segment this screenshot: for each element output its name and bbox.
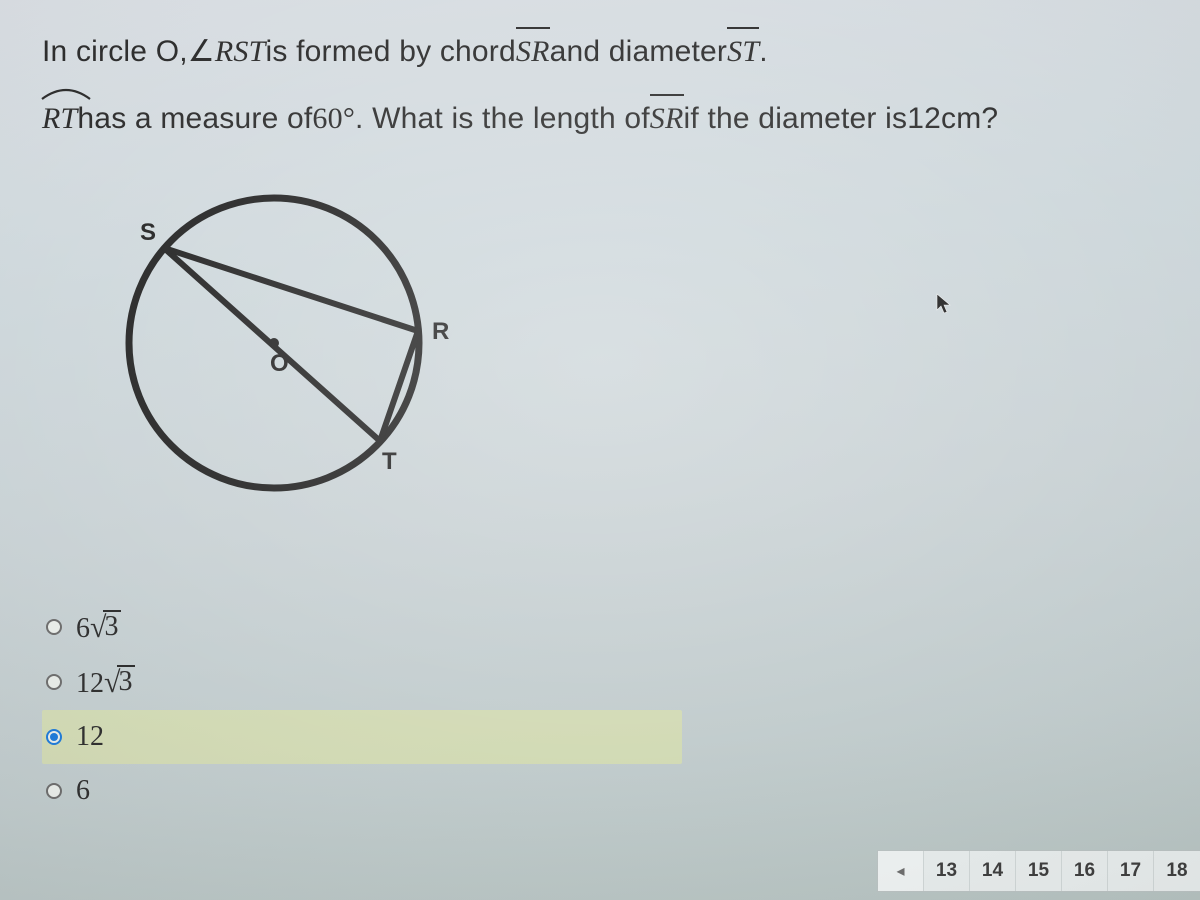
question-pager: ◂ 131415161718 [877, 850, 1200, 892]
svg-text:T: T [382, 448, 397, 475]
answer-text: 12√3 [76, 665, 135, 700]
question-area: In circle O, ∠RST is formed by chord SR … [42, 30, 1192, 518]
pager-prev[interactable]: ◂ [878, 851, 924, 891]
answer-option[interactable]: 6√3 [42, 600, 682, 655]
text: . [759, 32, 768, 73]
answer-text: 6 [76, 775, 90, 807]
pager-page[interactable]: 13 [924, 851, 970, 891]
pager-page[interactable]: 14 [970, 851, 1016, 891]
arc-RT: RT [42, 99, 77, 140]
arc-measure: 60° [312, 99, 355, 140]
radio-icon[interactable] [46, 619, 62, 635]
svg-text:S: S [140, 219, 156, 246]
svg-text:O: O [270, 350, 289, 377]
question-line-2: RT has a measure of 60° . What is the le… [42, 97, 1192, 140]
text: In circle O, [42, 32, 188, 73]
radio-icon[interactable] [46, 783, 62, 799]
answers-block: 6√3 12√3 12 6 [42, 600, 682, 818]
diameter-ST: ST [727, 30, 759, 73]
text: if the diameter is [684, 99, 908, 140]
answer-option[interactable]: 12 [42, 710, 682, 764]
radio-icon[interactable] [46, 729, 62, 745]
chord-SR-2: SR [650, 97, 684, 140]
answer-option[interactable]: 6 [42, 764, 682, 818]
chord-SR: SR [516, 30, 550, 73]
text: has a measure of [77, 99, 312, 140]
text: and diameter [550, 32, 728, 73]
circle-figure: O S R T [104, 173, 1192, 518]
mouse-cursor-icon [936, 293, 952, 315]
diameter-value: 12 [907, 99, 941, 140]
pager-page[interactable]: 17 [1108, 851, 1154, 891]
answer-text: 6√3 [76, 610, 121, 645]
pager-page[interactable]: 16 [1062, 851, 1108, 891]
angle-expression: ∠RST [188, 32, 266, 73]
svg-text:R: R [432, 318, 449, 345]
diameter-unit: cm? [941, 99, 998, 140]
text: is formed by chord [266, 32, 516, 73]
question-line-1: In circle O, ∠RST is formed by chord SR … [42, 30, 1192, 73]
pager-page[interactable]: 15 [1016, 851, 1062, 891]
pager-page[interactable]: 18 [1154, 851, 1200, 891]
answer-text: 12 [76, 721, 104, 753]
answer-option[interactable]: 12√3 [42, 655, 682, 710]
radio-icon[interactable] [46, 674, 62, 690]
text: . What is the length of [355, 99, 650, 140]
